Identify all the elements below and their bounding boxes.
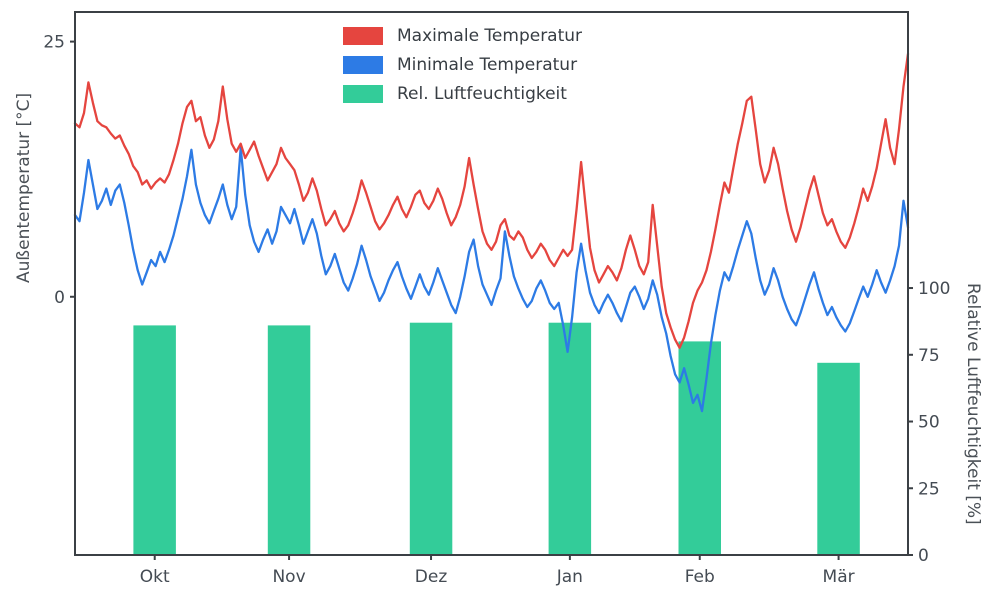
legend-label-humidity: Rel. Luftfeuchtigkeit — [397, 83, 567, 104]
left-tick-label: 0 — [54, 288, 65, 308]
legend: Maximale Temperatur Minimale Temperatur … — [343, 27, 582, 103]
month-tick-label: Mär — [823, 567, 855, 587]
humidity-bar — [817, 362, 860, 555]
plot-border — [74, 11, 909, 556]
humidity-bar — [548, 322, 592, 555]
legend-label-min-temp: Minimale Temperatur — [397, 54, 578, 75]
min-temp-line — [73, 146, 910, 413]
right-tick-label: 75 — [918, 346, 940, 366]
max-temp-line — [73, 52, 910, 349]
legend-swatch-max-temp — [343, 27, 383, 45]
humidity-bar — [409, 322, 453, 555]
legend-item-max-temp: Maximale Temperatur — [343, 27, 582, 45]
humidity-bar — [133, 325, 176, 555]
month-tick-label: Nov — [272, 567, 305, 587]
right-tick-label: 0 — [918, 546, 929, 566]
right-tick-label: 100 — [918, 279, 950, 299]
legend-label-max-temp: Maximale Temperatur — [397, 25, 583, 46]
legend-item-min-temp: Minimale Temperatur — [343, 56, 582, 74]
legend-swatch-min-temp — [343, 56, 383, 74]
humidity-bar — [267, 325, 311, 555]
right-tick-label: 50 — [918, 413, 940, 433]
month-tick-label: Feb — [685, 567, 715, 587]
legend-swatch-humidity — [343, 85, 383, 103]
month-tick-label: Okt — [140, 567, 170, 587]
left-tick-label: 25 — [43, 33, 65, 53]
right-tick-label: 25 — [918, 479, 940, 499]
month-tick-label: Dez — [415, 567, 448, 587]
legend-item-humidity: Rel. Luftfeuchtigkeit — [343, 85, 582, 103]
month-tick-label: Jan — [556, 567, 583, 587]
